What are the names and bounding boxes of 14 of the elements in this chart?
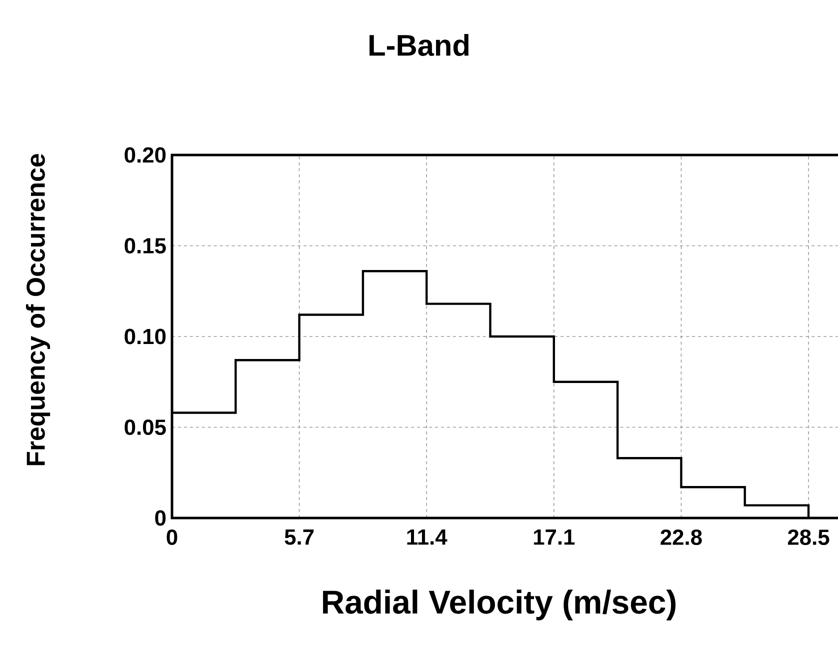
y-tick-label: 0.20 xyxy=(124,147,166,163)
x-tick-label: 0 xyxy=(166,529,178,546)
x-tick-label: 17.1 xyxy=(534,529,575,545)
x-axis-title: Radial Velocity (m/sec) xyxy=(323,590,676,620)
y-tick-label: 0.05 xyxy=(124,419,166,436)
y-tick-label: 0.10 xyxy=(124,328,166,344)
chart-title: L-Band xyxy=(370,34,468,56)
x-tick-label: 5.7 xyxy=(284,529,314,545)
y-tick-label: 0 xyxy=(155,510,166,526)
x-tick-label: 22.8 xyxy=(660,529,702,546)
y-axis-title: Frequency of Occurrence xyxy=(26,154,50,466)
x-tick-label: 28.5 xyxy=(788,529,830,546)
x-tick-label: 11.4 xyxy=(407,529,448,545)
y-tick-label: 0.15 xyxy=(124,238,166,254)
